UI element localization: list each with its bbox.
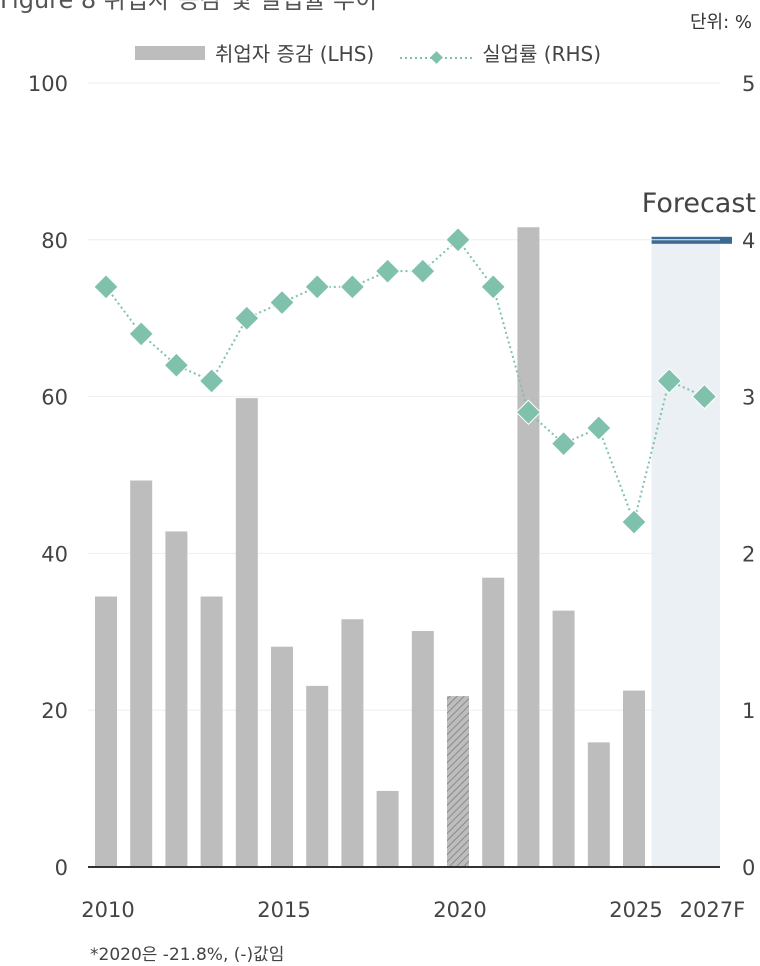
- marker-2010: [93, 274, 119, 300]
- legend-bar-swatch: [135, 45, 205, 60]
- bar-2016: [306, 685, 329, 867]
- marker-2012: [163, 352, 190, 378]
- marker-2017: [339, 274, 366, 300]
- x-tick: 2010: [81, 898, 134, 922]
- x-tick: 2015: [257, 898, 310, 922]
- marker-2022: [515, 399, 542, 426]
- bar-2021: [482, 577, 505, 867]
- x-tick: 2025: [609, 898, 662, 922]
- y-right-tick: 2: [742, 542, 755, 566]
- bar-2010: [95, 596, 117, 867]
- marker-2026: [656, 368, 682, 394]
- bar-2025: [623, 690, 645, 867]
- y-right-tick: 5: [742, 72, 755, 96]
- x-tick: 2020: [433, 898, 486, 922]
- legend-line-label: 실업률 (RHS): [482, 42, 601, 66]
- bar-2019: [411, 631, 434, 867]
- bar-2018: [376, 790, 399, 867]
- x-tick: 2027F: [680, 898, 746, 922]
- y-left-tick: 0: [55, 856, 68, 880]
- marker-2024: [586, 415, 612, 441]
- y-left-tick: 20: [41, 699, 68, 723]
- marker-2013: [198, 368, 225, 394]
- legend: 취업자 증감 (LHS) 실업률 (RHS): [135, 38, 601, 67]
- marker-2015: [269, 289, 295, 316]
- bar-2011: [130, 480, 153, 867]
- y-right-tick: 4: [742, 229, 755, 253]
- marker-2011: [128, 321, 154, 347]
- legend-line-swatch: [400, 46, 475, 64]
- footnote: *2020은 -21.8%, (-)값임: [90, 945, 285, 965]
- bar-2017: [341, 619, 364, 867]
- bar-2024: [587, 742, 610, 867]
- bar-2013: [200, 596, 223, 867]
- bar-2015: [271, 646, 293, 867]
- y-right-tick: 1: [742, 699, 755, 723]
- y-right-tick: 0: [742, 856, 755, 880]
- y-left-tick: 80: [41, 229, 68, 253]
- bar-2023: [552, 610, 575, 867]
- y-left-tick: 100: [28, 72, 68, 96]
- marker-2020: [445, 227, 471, 253]
- legend-bar-label: 취업자 증감 (LHS): [215, 42, 375, 66]
- unit-label: 단위: %: [689, 12, 752, 33]
- y-left-tick: 60: [41, 386, 68, 410]
- marker-2027: [691, 383, 718, 410]
- bar-2014: [235, 398, 258, 867]
- bar-2020: [447, 696, 469, 867]
- marker-2018: [374, 258, 401, 284]
- marker-2019: [410, 258, 436, 284]
- marker-2021: [480, 274, 506, 300]
- legend-line-icon: [400, 50, 475, 64]
- bar-2012: [165, 531, 188, 867]
- unemployment-line: [105, 238, 705, 526]
- bar-2022: [517, 227, 540, 868]
- chart-title: Figure 8 취업자 증감 및 실업률 추이: [0, 0, 378, 14]
- y-left-tick: 40: [41, 542, 68, 566]
- marker-2025: [621, 509, 647, 535]
- forecast-label: Forecast: [642, 188, 756, 219]
- y-right-tick: 3: [742, 386, 755, 410]
- marker-2016: [304, 274, 330, 300]
- marker-2014: [234, 305, 260, 331]
- marker-2023: [550, 430, 577, 457]
